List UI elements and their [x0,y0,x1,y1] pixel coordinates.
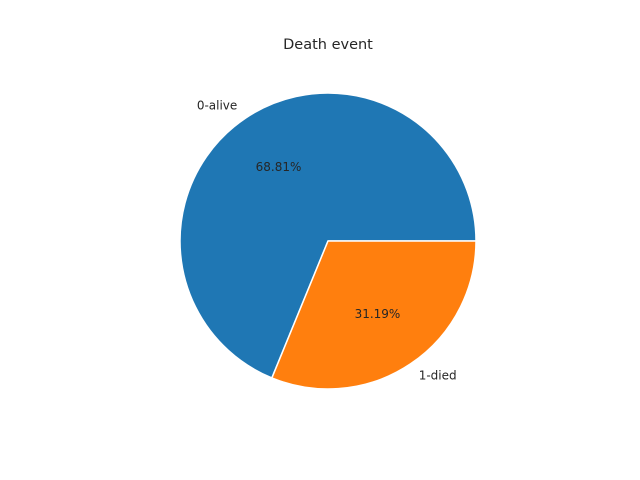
chart-title: Death event [283,37,373,53]
slice-label-2: 1-died [419,369,457,383]
slice-label-1: 0-alive [197,98,237,112]
pie-slices [179,92,477,390]
pie-slice-1 [179,92,477,379]
slice-percent-label-1: 68.81% [256,160,302,174]
slice-percent-label-2: 31.19% [355,307,401,321]
pie-slice-2 [271,240,477,390]
pie-labels: 0-alive 68.81% 1-died 31.19% [197,98,457,382]
